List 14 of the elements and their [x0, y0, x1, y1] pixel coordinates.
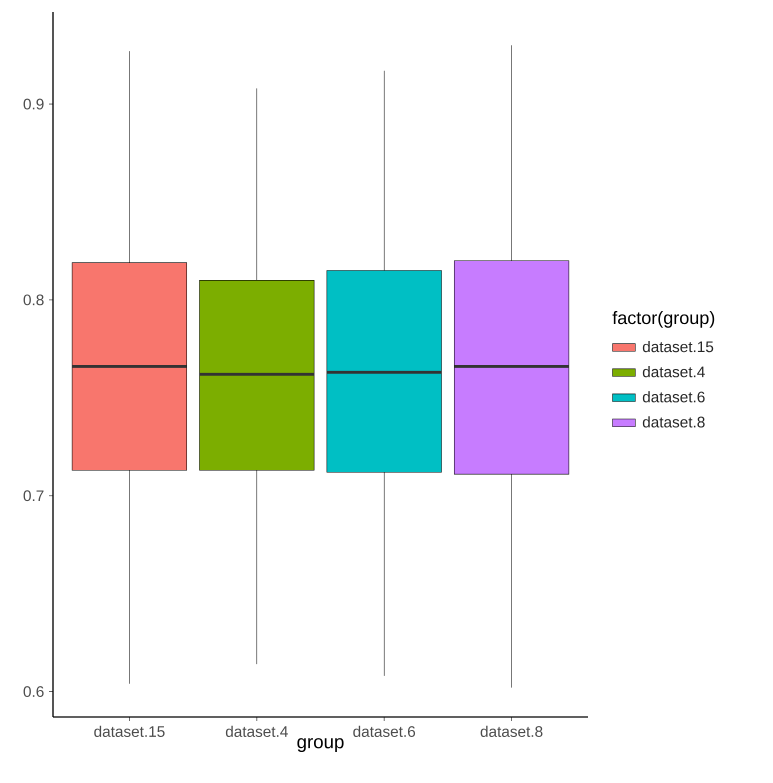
x-tick-label: dataset.15	[94, 726, 165, 737]
x-tick-label: dataset.8	[480, 726, 542, 737]
y-tick-label: 0.6	[24, 686, 44, 697]
x-axis-title: group	[297, 738, 344, 752]
y-tick-label: 0.8	[24, 294, 44, 306]
legend-label: dataset.4	[642, 366, 705, 378]
legend-title: factor(group)	[612, 310, 714, 328]
y-tick-label: 0.7	[24, 490, 44, 502]
x-tick-label: dataset.4	[226, 726, 288, 737]
legend-label: dataset.6	[642, 391, 705, 402]
legend-label: dataset.8	[642, 416, 705, 428]
x-tick-label: dataset.6	[353, 726, 416, 737]
legend-label: dataset.15	[642, 340, 714, 352]
y-tick-label: 0.9	[24, 98, 44, 110]
